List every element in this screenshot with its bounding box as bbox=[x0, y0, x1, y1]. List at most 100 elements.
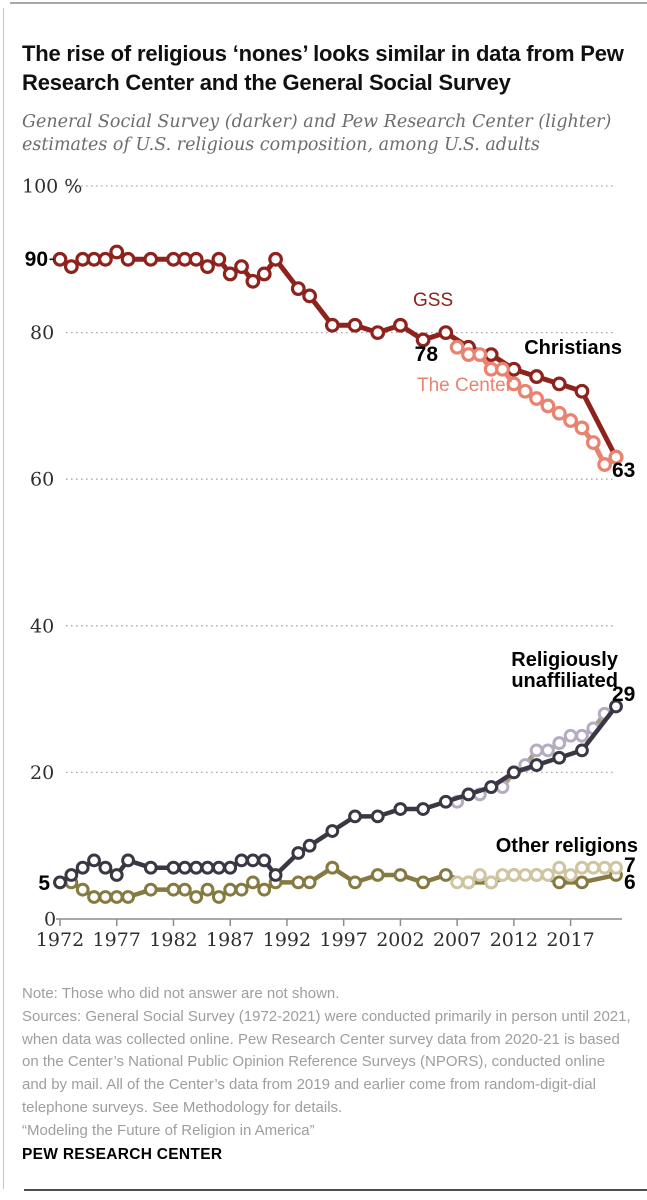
marker-gss-christians-1989 bbox=[245, 273, 261, 289]
marker-pew-unaffiliated-2014 bbox=[529, 743, 544, 758]
marker-gss-christians-1986 bbox=[211, 251, 227, 267]
marker-gss-christians-2018 bbox=[574, 383, 590, 399]
x-axis-label-2017: 2017 bbox=[546, 929, 594, 951]
x-axis-label-2012: 2012 bbox=[490, 929, 538, 951]
marker-gss-other-1989 bbox=[245, 875, 260, 890]
bottom-divider bbox=[24, 1189, 647, 1191]
annotation-78: 78 bbox=[415, 343, 439, 366]
annotation-christians: Christians bbox=[524, 337, 622, 359]
marker-pew-other-2018 bbox=[575, 860, 589, 875]
y-axis-label-100: 100 % bbox=[22, 176, 82, 198]
marker-gss-other-2000 bbox=[370, 868, 385, 882]
marker-gss-christians-2006 bbox=[438, 325, 454, 341]
marker-gss-other-2002 bbox=[393, 868, 408, 882]
chart-footnotes: Note: Those who did not answer are not s… bbox=[22, 983, 634, 1143]
annotation-29: 29 bbox=[612, 683, 635, 706]
top-divider bbox=[10, 2, 647, 4]
marker-gss-unaffiliated-1993 bbox=[291, 846, 306, 860]
marker-gss-christians-1978 bbox=[120, 251, 136, 267]
marker-pew-other-2017 bbox=[563, 868, 578, 882]
y-axis-label-20: 20 bbox=[30, 762, 54, 784]
marker-gss-unaffiliated-2000 bbox=[370, 809, 385, 824]
marker-gss-other-1990 bbox=[257, 882, 272, 897]
marker-pew-other-2012 bbox=[506, 868, 521, 882]
report-title-text: “Modeling the Future of Religion in Amer… bbox=[22, 1121, 315, 1139]
page-title: The rise of religious ‘nones’ looks simi… bbox=[22, 40, 624, 95]
marker-gss-unaffiliated-1988 bbox=[234, 853, 249, 868]
marker-gss-unaffiliated-2010 bbox=[484, 780, 499, 794]
annotation-7: 7 bbox=[624, 854, 636, 877]
marker-pew-christians-2009 bbox=[472, 347, 488, 362]
marker-pew-other-2019 bbox=[586, 860, 601, 875]
marker-gss-christians-1994 bbox=[302, 288, 318, 304]
annotation-90: 90 bbox=[25, 248, 48, 271]
marker-gss-christians-1977 bbox=[109, 244, 125, 260]
marker-gss-unaffiliated-1980 bbox=[143, 860, 158, 875]
marker-gss-other-1985 bbox=[200, 882, 215, 897]
marker-gss-christians-2002 bbox=[393, 317, 408, 333]
marker-pew-christians-2015 bbox=[540, 398, 556, 414]
marker-pew-christians-2018 bbox=[574, 420, 590, 436]
marker-pew-christians-2007 bbox=[449, 339, 465, 355]
marker-gss-other-1984 bbox=[189, 890, 204, 904]
marker-gss-other-1980 bbox=[143, 882, 158, 897]
marker-gss-unaffiliated-2016 bbox=[552, 750, 567, 765]
marker-gss-unaffiliated-1998 bbox=[348, 809, 362, 824]
marker-gss-other-2004 bbox=[416, 875, 431, 890]
marker-gss-other-1994 bbox=[302, 875, 317, 890]
marker-gss-unaffiliated-1989 bbox=[245, 853, 260, 868]
y-axis-label-40: 40 bbox=[30, 615, 54, 637]
marker-gss-unaffiliated-1985 bbox=[200, 860, 215, 875]
marker-pew-unaffiliated-2015 bbox=[541, 743, 555, 758]
marker-gss-christians-1990 bbox=[256, 266, 272, 282]
marker-gss-christians-1996 bbox=[324, 317, 340, 333]
marker-gss-other-1976 bbox=[98, 890, 113, 904]
marker-gss-unaffiliated-1973 bbox=[64, 868, 79, 882]
marker-pew-other-2021 bbox=[609, 860, 623, 875]
x-axis-label-1997: 1997 bbox=[319, 929, 367, 951]
marker-pew-christians-2013 bbox=[517, 383, 533, 399]
x-axis-label-1977: 1977 bbox=[93, 929, 141, 951]
marker-gss-unaffiliated-2018 bbox=[575, 743, 589, 758]
marker-gss-other-1987 bbox=[223, 882, 238, 897]
marker-gss-other-1996 bbox=[325, 860, 340, 875]
note-text: Note: Those who did not answer are not s… bbox=[22, 985, 340, 1002]
annotation-63: 63 bbox=[612, 459, 635, 482]
marker-gss-unaffiliated-2008 bbox=[461, 787, 476, 802]
marker-gss-unaffiliated-1972 bbox=[53, 875, 67, 890]
marker-gss-other-1975 bbox=[87, 890, 101, 904]
annotation-other-religions: Other religions bbox=[496, 835, 638, 857]
marker-gss-christians-1993 bbox=[290, 281, 306, 297]
marker-pew-unaffiliated-2017 bbox=[563, 728, 578, 743]
marker-pew-unaffiliated-2016 bbox=[552, 736, 567, 750]
marker-pew-christians-2011 bbox=[495, 361, 510, 377]
marker-gss-unaffiliated-2006 bbox=[438, 794, 453, 809]
marker-gss-christians-1973 bbox=[63, 259, 79, 275]
x-axis-label-2002: 2002 bbox=[376, 929, 424, 951]
marker-gss-christians-1980 bbox=[143, 251, 159, 267]
marker-pew-christians-2016 bbox=[551, 405, 567, 421]
marker-gss-unaffiliated-1991 bbox=[268, 868, 283, 882]
marker-pew-other-2009 bbox=[472, 868, 487, 882]
x-axis-label-1972: 1972 bbox=[36, 929, 84, 951]
marker-gss-other-2018 bbox=[575, 875, 589, 890]
marker-pew-christians-2019 bbox=[585, 435, 601, 450]
marker-gss-christians-1976 bbox=[97, 251, 113, 267]
marker-pew-christians-2020 bbox=[597, 457, 613, 472]
marker-gss-christians-1988 bbox=[234, 259, 249, 275]
marker-gss-other-1998 bbox=[348, 875, 362, 890]
marker-gss-unaffiliated-1974 bbox=[75, 860, 90, 875]
chart-subtitle: General Social Survey (darker) and Pew R… bbox=[22, 111, 612, 156]
annotation-6: 6 bbox=[624, 871, 636, 894]
marker-gss-christians-1991 bbox=[268, 251, 283, 267]
marker-pew-other-2013 bbox=[518, 868, 533, 882]
marker-gss-christians-1998 bbox=[347, 317, 363, 333]
marker-gss-unaffiliated-2012 bbox=[506, 765, 521, 780]
marker-gss-unaffiliated-1984 bbox=[189, 860, 204, 875]
marker-gss-other-2006 bbox=[438, 868, 453, 882]
marker-gss-unaffiliated-1990 bbox=[257, 853, 272, 868]
y-axis-label-60: 60 bbox=[30, 469, 54, 491]
line-chart: 100 % 80 60 40 20 0 1972 1977 1982 1987 1992 1997 20… bbox=[0, 170, 647, 970]
